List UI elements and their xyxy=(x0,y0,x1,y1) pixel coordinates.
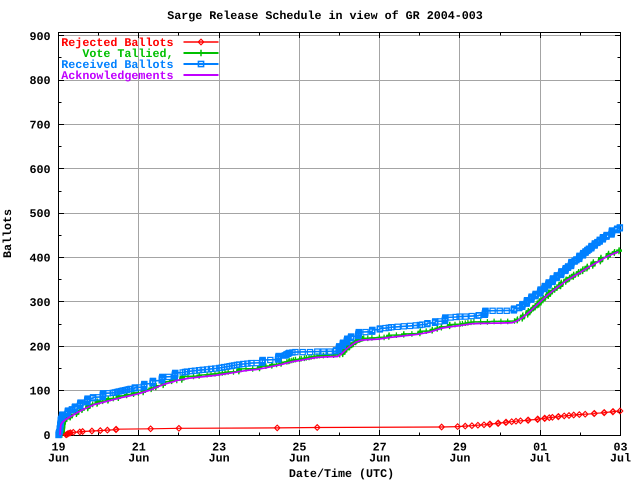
svg-text:Jul: Jul xyxy=(530,452,551,466)
svg-text:Ballots: Ballots xyxy=(1,209,15,258)
svg-text:0: 0 xyxy=(43,429,50,443)
svg-text:Rejected Ballots: Rejected Ballots xyxy=(61,36,173,50)
svg-text:Received Ballots: Received Ballots xyxy=(61,58,173,72)
svg-text:300: 300 xyxy=(29,296,50,310)
svg-text:Jun: Jun xyxy=(449,452,470,466)
svg-text:800: 800 xyxy=(29,74,50,88)
svg-text:200: 200 xyxy=(29,340,50,354)
svg-text:Jun: Jun xyxy=(369,452,390,466)
svg-text:500: 500 xyxy=(29,207,50,221)
svg-text:Acknowledgements: Acknowledgements xyxy=(61,69,173,83)
svg-text:25: 25 xyxy=(292,441,306,455)
svg-text:Sarge Release Schedule in view: Sarge Release Schedule in view of GR 200… xyxy=(167,9,483,23)
svg-text:Jul: Jul xyxy=(610,452,631,466)
svg-text:29: 29 xyxy=(453,441,467,455)
svg-text:23: 23 xyxy=(212,441,226,455)
svg-text:700: 700 xyxy=(29,119,50,133)
svg-text:400: 400 xyxy=(29,252,50,266)
svg-text:27: 27 xyxy=(373,441,387,455)
svg-text:Vote Tallied,: Vote Tallied, xyxy=(82,47,173,61)
svg-text:600: 600 xyxy=(29,163,50,177)
svg-text:Jun: Jun xyxy=(289,452,310,466)
svg-text:Jun: Jun xyxy=(48,452,69,466)
svg-text:Jun: Jun xyxy=(209,452,230,466)
svg-text:100: 100 xyxy=(29,385,50,399)
svg-text:19: 19 xyxy=(51,441,65,455)
svg-text:Jun: Jun xyxy=(128,452,149,466)
svg-text:21: 21 xyxy=(132,441,146,455)
svg-text:Date/Time (UTC): Date/Time (UTC) xyxy=(289,467,394,480)
svg-text:01: 01 xyxy=(533,441,547,455)
svg-text:03: 03 xyxy=(613,441,627,455)
svg-text:900: 900 xyxy=(29,30,50,44)
